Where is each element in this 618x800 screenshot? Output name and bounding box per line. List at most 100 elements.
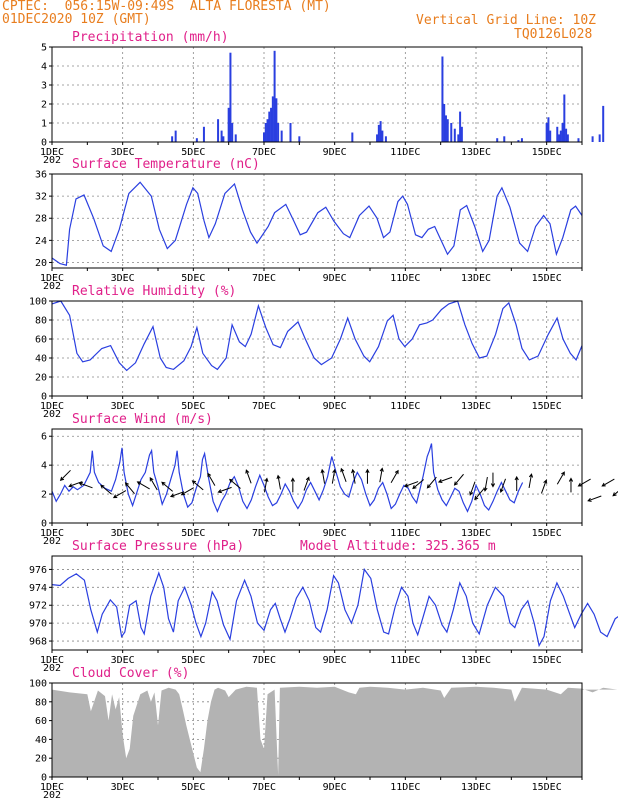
precip-bar: [277, 123, 280, 142]
precip-bar: [545, 123, 548, 142]
x-tick-label: 13DEC: [461, 273, 491, 284]
wind-arrow: [180, 487, 194, 496]
precip-bar: [263, 132, 265, 142]
wind-arrow: [229, 478, 241, 489]
precip-bar: [268, 111, 271, 142]
precip-bar: [229, 52, 232, 143]
x-tick-label: 11DEC: [390, 147, 420, 158]
x-tick-label: 13DEC: [461, 147, 491, 158]
panel-title: Precipitation (mm/h): [72, 30, 229, 45]
precip-bar: [227, 107, 230, 142]
wind-arrow: [453, 473, 464, 486]
x-tick-label: 9DEC: [323, 147, 347, 158]
wind-arrow: [68, 481, 83, 488]
wind-arrow: [207, 472, 216, 486]
y-tick-label: 80: [35, 697, 47, 708]
series-line: [51, 181, 583, 266]
x-tick-label: 7DEC: [252, 782, 276, 793]
panel-5: Surface Pressure (hPa) Model Altitude: 32…: [29, 539, 618, 674]
y-tick-label: 0: [41, 138, 47, 149]
precip-bar: [217, 119, 220, 142]
precip-bar: [556, 126, 559, 142]
wind-arrow: [290, 477, 295, 493]
precip-bar: [298, 136, 301, 142]
y-tick-label: 20: [35, 373, 47, 384]
precip-bar: [547, 117, 550, 142]
precip-bar: [450, 123, 453, 142]
year-label: 202: [43, 790, 61, 800]
wind-arrow: [514, 475, 519, 491]
x-tick-label: 5DEC: [181, 782, 205, 793]
precip-bar: [563, 94, 566, 142]
wind-arrow: [577, 478, 591, 487]
precip-bar: [561, 123, 564, 142]
wind-arrow: [568, 477, 574, 493]
y-tick-label: 36: [35, 170, 47, 181]
wind-arrow: [100, 484, 112, 495]
x-tick-label: 1DEC: [40, 528, 64, 539]
y-tick-label: 5: [41, 43, 47, 54]
panel-title: Surface Pressure (hPa): [72, 539, 244, 554]
panel-4: Surface Wind (m/s) 0 2 4 6 1DEC 3DEC 5DEC 7DEC 9D…: [40, 412, 618, 547]
wind-arrow: [169, 491, 185, 498]
wind-arrow: [320, 468, 326, 484]
y-tick-label: 60: [35, 716, 47, 727]
precip-bar: [271, 96, 274, 142]
precip-bar: [517, 140, 520, 142]
wind-arrow: [587, 495, 602, 502]
y-tick-label: 100: [29, 297, 47, 308]
x-tick-label: 11DEC: [390, 401, 420, 412]
wind-arrow: [540, 479, 548, 494]
panel-frame: [51, 46, 583, 143]
wind-arrow: [149, 476, 158, 491]
x-tick-label: 3DEC: [111, 782, 135, 793]
series-line: [51, 300, 583, 372]
wind-arrow: [426, 476, 437, 489]
wind-arrow: [483, 476, 488, 492]
x-tick-label: 1DEC: [40, 782, 64, 793]
y-tick-label: 972: [29, 601, 47, 612]
wind-arrow: [340, 467, 347, 483]
year-label: 202: [43, 536, 61, 547]
precip-bar: [598, 134, 601, 142]
precip-bar: [559, 130, 562, 142]
cloud-area: [52, 686, 618, 777]
year-label: 202: [43, 155, 61, 166]
precip-bar: [577, 138, 580, 142]
x-tick-label: 3DEC: [111, 273, 135, 284]
panel-frame: [51, 555, 583, 651]
precip-bar: [441, 56, 444, 142]
precip-bar: [446, 119, 449, 142]
y-tick-label: 1: [41, 119, 47, 130]
y-tick-label: 4: [41, 62, 47, 73]
wind-arrow: [303, 476, 310, 491]
precip-bar: [558, 134, 561, 142]
y-tick-label: 4: [41, 461, 47, 472]
x-tick-label: 9DEC: [323, 401, 347, 412]
x-tick-label: 7DEC: [252, 528, 276, 539]
precip-bar: [264, 123, 267, 142]
wind-arrow: [276, 474, 281, 490]
model-id: TQ0126L028: [514, 27, 593, 42]
x-tick-label: 15DEC: [532, 401, 562, 412]
wind-arrow: [124, 482, 135, 494]
x-tick-label: 3DEC: [111, 655, 135, 666]
x-tick-label: 3DEC: [111, 147, 135, 158]
y-tick-label: 0: [41, 519, 47, 530]
wind-arrow: [217, 486, 232, 494]
y-tick-label: 40: [35, 735, 47, 746]
wind-arrow: [556, 471, 565, 485]
precip-bar: [503, 136, 506, 142]
wind-arrow: [437, 476, 453, 484]
wind-arrow: [379, 467, 384, 483]
precip-bar: [234, 134, 237, 142]
x-tick-label: 5DEC: [181, 147, 205, 158]
x-tick-label: 9DEC: [323, 273, 347, 284]
precip-bar: [457, 134, 460, 142]
y-tick-label: 2: [41, 490, 47, 501]
wind-arrow: [490, 472, 496, 488]
x-tick-label: 11DEC: [390, 655, 420, 666]
precip-bar: [202, 126, 205, 142]
x-tick-label: 15DEC: [532, 655, 562, 666]
